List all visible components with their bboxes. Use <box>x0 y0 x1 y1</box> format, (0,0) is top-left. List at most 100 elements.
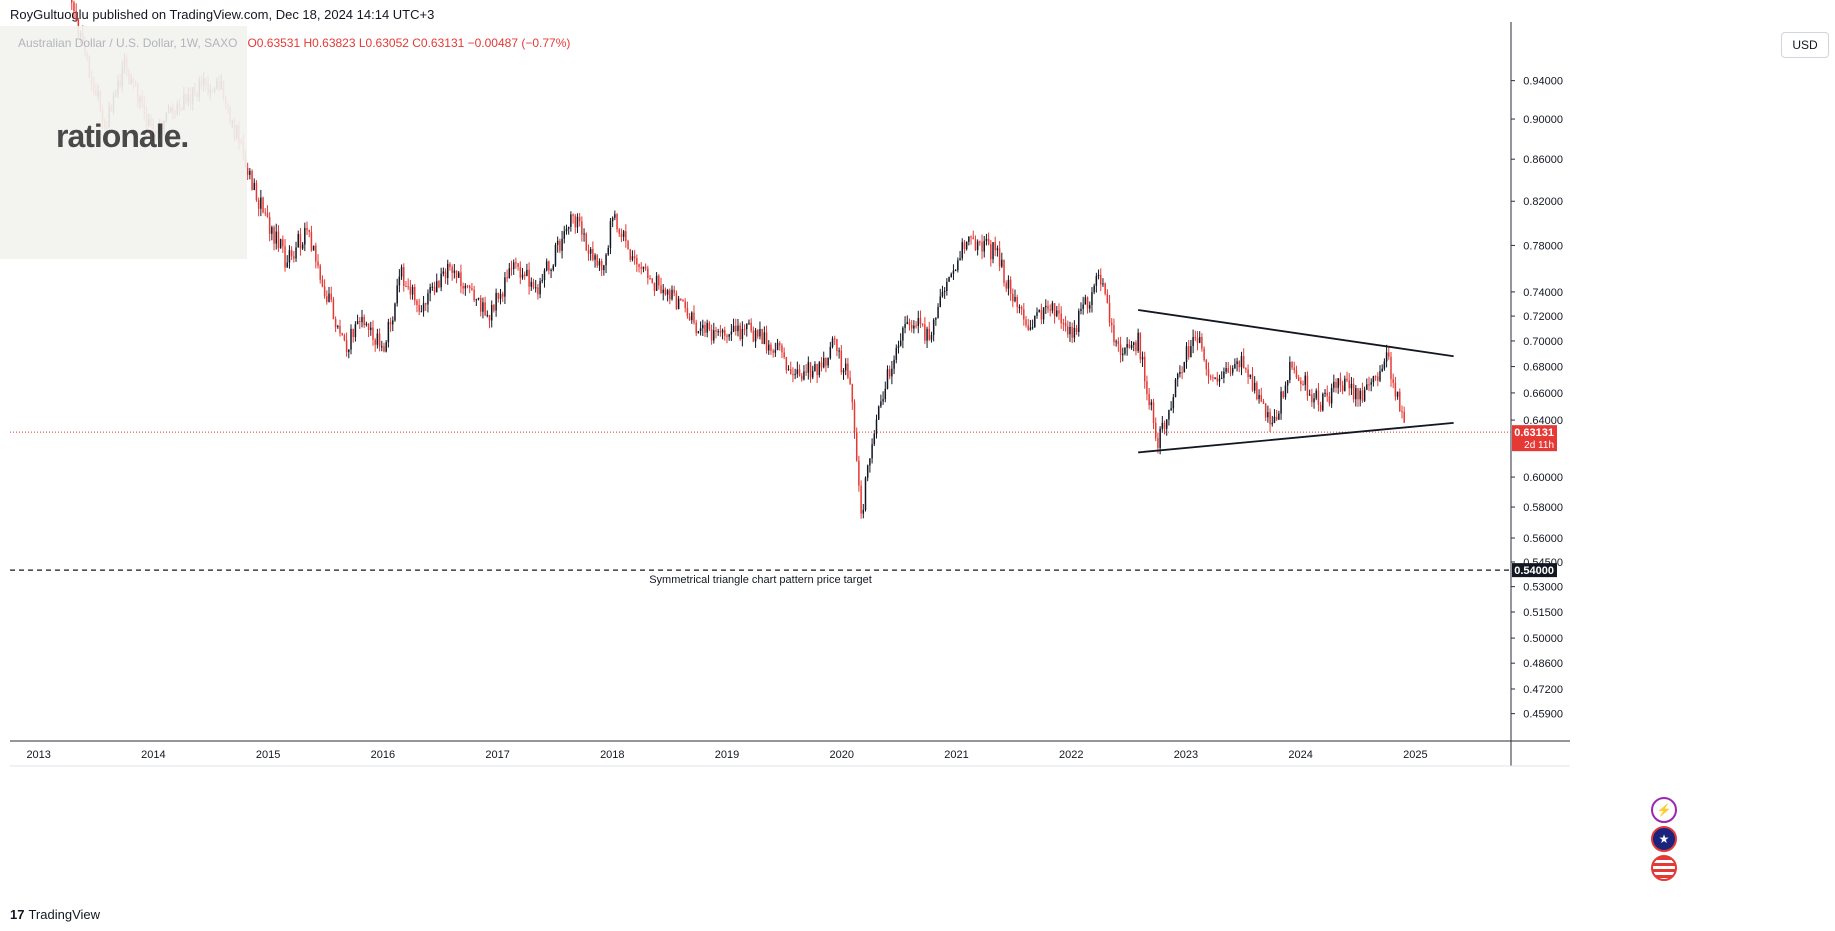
candle-body <box>1053 303 1056 316</box>
candle-body <box>768 344 770 351</box>
candle-body <box>1238 361 1241 368</box>
candle-body <box>693 312 695 323</box>
candle-body <box>539 281 541 295</box>
candle-body <box>822 357 825 368</box>
lightning-icon[interactable]: ⚡ <box>1651 797 1677 823</box>
candle-body <box>1271 422 1274 425</box>
candle-body <box>570 214 572 227</box>
candle-body <box>899 340 902 346</box>
ohlc-values: O0.63531 H0.63823 L0.63052 C0.63131 −0.0… <box>247 36 571 50</box>
price-tick-label: 0.53000 <box>1523 582 1563 594</box>
candle-body <box>888 369 891 377</box>
candle-body <box>910 325 913 329</box>
candle-body <box>981 242 983 252</box>
current-price-badge <box>1512 425 1557 452</box>
candle-body <box>928 328 931 340</box>
time-tick-label: 2025 <box>1403 749 1427 761</box>
candle-body <box>1075 327 1078 333</box>
candle-body <box>328 293 330 302</box>
candle-body <box>640 267 642 269</box>
candle-body <box>350 328 352 350</box>
candle-body <box>1361 390 1364 401</box>
candle-body <box>860 485 862 514</box>
candle-body <box>444 271 447 279</box>
candle-body <box>677 298 680 310</box>
candle-body <box>376 333 379 345</box>
candle-body <box>321 279 324 287</box>
candle-body <box>1102 283 1104 285</box>
tradingview-footer[interactable]: 17 TradingView <box>10 907 100 922</box>
candle-body <box>438 281 440 288</box>
candle-body <box>996 248 999 251</box>
candle-body <box>855 431 858 461</box>
currency-button[interactable]: USD <box>1781 32 1829 58</box>
candle-body <box>1324 392 1326 394</box>
candle-body <box>827 358 829 366</box>
candle-body <box>1005 282 1007 289</box>
candle-body <box>497 292 500 299</box>
candle-body <box>754 330 757 342</box>
candle-body <box>1126 343 1128 348</box>
candle-body <box>935 318 937 320</box>
time-tick-label: 2023 <box>1174 749 1198 761</box>
candle-body <box>1174 379 1177 398</box>
candle-body <box>414 286 416 301</box>
candle-body <box>1100 275 1102 285</box>
candle-body <box>473 289 475 301</box>
candle-body <box>926 328 928 341</box>
candle-body <box>611 217 614 222</box>
candle-body <box>339 326 341 334</box>
candle-body <box>699 328 702 332</box>
australia-flag-icon[interactable]: ★ <box>1651 826 1677 852</box>
candle-body <box>396 285 398 304</box>
candle-body <box>917 318 920 326</box>
candle-body <box>811 370 814 378</box>
price-tick-label: 0.74000 <box>1523 287 1563 299</box>
candle-body <box>836 339 838 352</box>
candle-body <box>732 325 735 332</box>
candle-body <box>1203 348 1205 361</box>
candle-body <box>323 286 326 297</box>
candle-body <box>1016 296 1018 308</box>
candle-body <box>374 339 376 345</box>
us-flag-icon[interactable] <box>1651 855 1677 881</box>
candle-body <box>781 345 783 353</box>
price-tick-label: 0.51500 <box>1523 607 1563 619</box>
candle-body <box>886 369 889 389</box>
candle-body <box>750 322 752 331</box>
candle-body <box>1185 346 1188 362</box>
candle-body <box>466 285 469 287</box>
candle-body <box>959 258 961 261</box>
time-tick-label: 2017 <box>485 749 509 761</box>
candle-body <box>435 281 438 293</box>
candle-body <box>427 293 429 305</box>
candle-body <box>1282 391 1285 398</box>
candle-body <box>1297 377 1300 381</box>
candle-body <box>288 250 291 263</box>
candle-body <box>983 240 985 252</box>
candle-body <box>246 167 249 175</box>
candle-body <box>943 290 946 292</box>
time-tick-label: 2016 <box>371 749 395 761</box>
candle-body <box>488 314 491 321</box>
candle-body <box>770 344 772 351</box>
candle-body <box>1214 377 1216 379</box>
candle-body <box>998 248 1001 267</box>
candle-body <box>334 318 337 328</box>
candle-body <box>572 214 574 216</box>
candle-body <box>1251 374 1254 391</box>
candle-body <box>1379 371 1381 381</box>
candle-body <box>620 233 623 237</box>
candle-body <box>864 477 867 510</box>
candle-body <box>1392 379 1394 383</box>
candle-body <box>987 238 990 245</box>
candle-body <box>559 240 561 251</box>
tradingview-logo-icon: 17 <box>10 907 25 922</box>
candle-body <box>1300 380 1302 385</box>
candle-body <box>442 271 445 274</box>
candle-body <box>523 274 526 276</box>
candle-body <box>644 266 647 269</box>
candle-body <box>882 399 884 402</box>
candle-body <box>337 326 339 328</box>
